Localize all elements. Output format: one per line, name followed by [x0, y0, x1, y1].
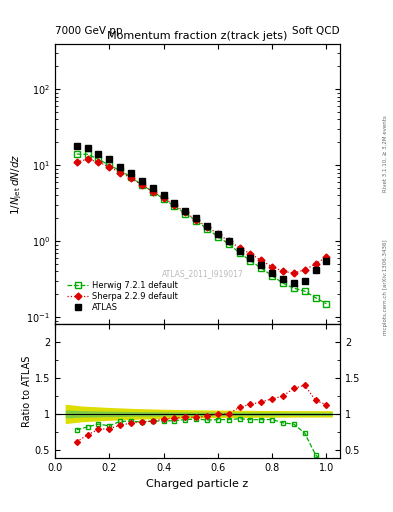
Title: Momentum fraction z(track jets): Momentum fraction z(track jets)	[107, 31, 288, 41]
Herwig 7.2.1 default	[205, 226, 209, 232]
Sherpa 2.2.9 default	[270, 264, 274, 270]
Sherpa 2.2.9 default	[118, 169, 123, 176]
Text: mcplots.cern.ch [arXiv:1306.3436]: mcplots.cern.ch [arXiv:1306.3436]	[383, 239, 387, 334]
ATLAS	[226, 238, 231, 244]
Y-axis label: Ratio to ATLAS: Ratio to ATLAS	[22, 356, 32, 427]
Herwig 7.2.1 default	[324, 301, 329, 307]
Text: ATLAS_2011_I919017: ATLAS_2011_I919017	[162, 269, 244, 279]
Herwig 7.2.1 default	[292, 285, 296, 291]
ATLAS	[324, 258, 329, 264]
Sherpa 2.2.9 default	[226, 238, 231, 244]
Sherpa 2.2.9 default	[215, 231, 220, 237]
Herwig 7.2.1 default	[172, 203, 177, 209]
Herwig 7.2.1 default	[313, 294, 318, 301]
Line: Herwig 7.2.1 default: Herwig 7.2.1 default	[73, 151, 329, 307]
ATLAS	[85, 144, 90, 151]
ATLAS	[74, 143, 79, 149]
ATLAS	[129, 170, 133, 177]
Sherpa 2.2.9 default	[172, 202, 177, 208]
Herwig 7.2.1 default	[161, 196, 166, 202]
Sherpa 2.2.9 default	[302, 267, 307, 273]
ATLAS	[151, 185, 155, 191]
ATLAS	[281, 275, 285, 282]
Text: Rivet 3.1.10, ≥ 3.2M events: Rivet 3.1.10, ≥ 3.2M events	[383, 115, 387, 192]
Herwig 7.2.1 default	[259, 265, 264, 271]
Y-axis label: $1/N_\mathrm{jet}\,dN/dz$: $1/N_\mathrm{jet}\,dN/dz$	[9, 154, 24, 215]
Herwig 7.2.1 default	[194, 218, 198, 224]
ATLAS	[183, 208, 187, 214]
Sherpa 2.2.9 default	[313, 261, 318, 267]
ATLAS	[248, 255, 253, 261]
Herwig 7.2.1 default	[85, 151, 90, 157]
ATLAS	[96, 151, 101, 157]
Herwig 7.2.1 default	[270, 273, 274, 279]
Sherpa 2.2.9 default	[205, 224, 209, 230]
Sherpa 2.2.9 default	[140, 182, 144, 188]
Herwig 7.2.1 default	[226, 241, 231, 247]
ATLAS	[270, 270, 274, 276]
ATLAS	[313, 267, 318, 273]
ATLAS	[302, 278, 307, 284]
ATLAS	[237, 248, 242, 254]
Text: 7000 GeV pp: 7000 GeV pp	[55, 26, 123, 36]
Herwig 7.2.1 default	[281, 280, 285, 286]
Sherpa 2.2.9 default	[248, 251, 253, 257]
Sherpa 2.2.9 default	[183, 209, 187, 216]
Sherpa 2.2.9 default	[324, 254, 329, 260]
ATLAS	[140, 178, 144, 184]
Line: ATLAS: ATLAS	[73, 143, 329, 286]
ATLAS	[194, 215, 198, 221]
Sherpa 2.2.9 default	[292, 270, 296, 276]
Sherpa 2.2.9 default	[129, 175, 133, 181]
Herwig 7.2.1 default	[183, 210, 187, 217]
Sherpa 2.2.9 default	[74, 159, 79, 165]
Sherpa 2.2.9 default	[151, 188, 155, 195]
Sherpa 2.2.9 default	[259, 257, 264, 263]
Herwig 7.2.1 default	[129, 174, 133, 180]
Line: Sherpa 2.2.9 default: Sherpa 2.2.9 default	[74, 157, 329, 275]
Herwig 7.2.1 default	[118, 167, 123, 174]
Herwig 7.2.1 default	[215, 233, 220, 240]
ATLAS	[205, 223, 209, 229]
Sherpa 2.2.9 default	[85, 156, 90, 162]
Text: Soft QCD: Soft QCD	[292, 26, 340, 36]
Sherpa 2.2.9 default	[194, 217, 198, 223]
Herwig 7.2.1 default	[151, 188, 155, 195]
ATLAS	[259, 262, 264, 268]
Herwig 7.2.1 default	[140, 182, 144, 188]
Legend: Herwig 7.2.1 default, Sherpa 2.2.9 default, ATLAS: Herwig 7.2.1 default, Sherpa 2.2.9 defau…	[65, 279, 180, 315]
Sherpa 2.2.9 default	[96, 159, 101, 165]
ATLAS	[161, 193, 166, 199]
Herwig 7.2.1 default	[74, 151, 79, 157]
Sherpa 2.2.9 default	[161, 195, 166, 201]
ATLAS	[215, 231, 220, 237]
Herwig 7.2.1 default	[248, 258, 253, 264]
Sherpa 2.2.9 default	[107, 164, 112, 170]
Sherpa 2.2.9 default	[281, 268, 285, 274]
Herwig 7.2.1 default	[302, 288, 307, 294]
Sherpa 2.2.9 default	[237, 245, 242, 251]
ATLAS	[172, 200, 177, 206]
ATLAS	[118, 164, 123, 170]
Herwig 7.2.1 default	[96, 156, 101, 162]
Herwig 7.2.1 default	[107, 162, 112, 168]
Herwig 7.2.1 default	[237, 250, 242, 256]
X-axis label: Charged particle z: Charged particle z	[146, 479, 249, 488]
ATLAS	[292, 280, 296, 286]
ATLAS	[107, 156, 112, 162]
